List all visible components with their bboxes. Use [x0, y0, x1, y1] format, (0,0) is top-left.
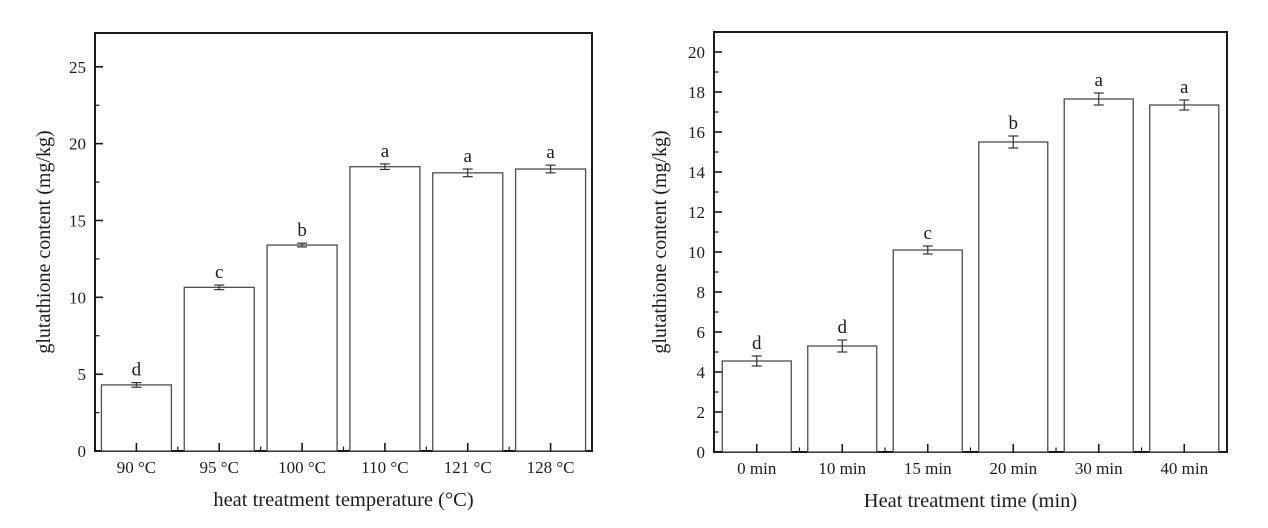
y-tick-label: 25	[69, 58, 86, 77]
x-tick-label: 15 min	[904, 459, 952, 478]
sig-letter: a	[464, 146, 473, 167]
bar	[1149, 104, 1220, 453]
y-tick-label: 20	[69, 135, 86, 154]
y-axis-title: glutathione content (mg/kg)	[33, 130, 55, 353]
x-tick-label: 110 °C	[361, 458, 408, 477]
bar	[100, 384, 173, 452]
x-tick-label: 121 °C	[444, 458, 492, 477]
error-bar	[214, 284, 225, 291]
sig-letter: d	[838, 317, 848, 338]
sig-letter: c	[924, 223, 932, 244]
error-bar	[297, 242, 308, 248]
y-tick-label: 16	[688, 123, 705, 142]
plot-frame	[713, 31, 1228, 453]
bar	[183, 286, 255, 452]
bar-chart-time: 0 2 4 6 8 10 12 14 16 18 20 d 0 min d 10 min c 15 min b 20…	[649, 31, 1228, 512]
sig-letter: d	[132, 360, 142, 381]
y-tick-label: 2	[697, 403, 706, 422]
sig-letter: d	[752, 333, 762, 354]
sig-letter: a	[546, 142, 555, 163]
x-tick-label: 90 °C	[117, 458, 156, 477]
bar	[892, 249, 963, 453]
y-tick-label: 6	[697, 323, 706, 342]
bar-chart-temperature: 0 5 10 15 20 25 d 90 °C c 95 °C b 100 °C a 110 °C a 121…	[33, 32, 593, 511]
x-tick-label: 100 °C	[278, 458, 326, 477]
y-tick-label: 15	[69, 211, 86, 230]
x-tick-label: 95 °C	[200, 458, 239, 477]
x-tick-label: 20 min	[989, 459, 1037, 478]
x-axis-title: heat treatment temperature (°C)	[213, 489, 473, 511]
error-bar	[751, 355, 762, 367]
y-tick-label: 20	[688, 43, 705, 62]
bar	[807, 345, 878, 453]
sig-letter: a	[381, 141, 390, 162]
bar	[978, 141, 1049, 453]
x-tick-label: 30 min	[1075, 459, 1123, 478]
y-tick-label: 8	[697, 283, 706, 302]
y-tick-label: 18	[688, 83, 705, 102]
sig-letter: b	[1009, 113, 1019, 134]
plot-frame	[94, 32, 593, 452]
y-axis-title: glutathione content (mg/kg)	[649, 130, 671, 353]
y-tick-label: 12	[688, 203, 705, 222]
x-tick-label: 40 min	[1160, 459, 1208, 478]
sig-letter: c	[215, 262, 223, 283]
error-bar	[131, 382, 142, 388]
error-bar	[462, 168, 473, 178]
error-bar	[837, 339, 848, 353]
bar	[432, 172, 504, 452]
bar	[1063, 98, 1134, 453]
y-tick-label: 14	[688, 163, 706, 182]
sig-letter: a	[1095, 70, 1104, 91]
bar	[266, 244, 338, 452]
y-tick-label: 10	[688, 243, 705, 262]
x-tick-label: 128 °C	[527, 458, 575, 477]
error-bar	[379, 163, 390, 171]
error-bar	[545, 164, 556, 174]
y-tick-label: 5	[78, 365, 87, 384]
error-bar	[1008, 135, 1019, 149]
y-tick-label: 4	[697, 363, 706, 382]
sig-letter: a	[1180, 77, 1189, 98]
sig-letter: b	[297, 220, 307, 241]
bar	[721, 360, 792, 453]
y-tick-label: 10	[69, 288, 86, 307]
bar	[349, 166, 421, 452]
x-tick-label: 10 min	[818, 459, 866, 478]
error-bar	[1093, 92, 1104, 106]
x-tick-label: 0 min	[737, 459, 777, 478]
x-axis-title: Heat treatment time (min)	[864, 490, 1077, 512]
y-tick-label: 0	[78, 442, 87, 461]
panel-time-chart: 0 2 4 6 8 10 12 14 16 18 20 d 0 min d 10 min c 15 min b 20…	[640, 0, 1268, 528]
bar	[514, 168, 587, 452]
y-tick-label: 0	[697, 443, 706, 462]
panel-temperature-chart: 0 5 10 15 20 25 d 90 °C c 95 °C b 100 °C a 110 °C a 121…	[33, 32, 593, 511]
error-bar	[1179, 99, 1190, 111]
error-bar	[922, 245, 933, 255]
